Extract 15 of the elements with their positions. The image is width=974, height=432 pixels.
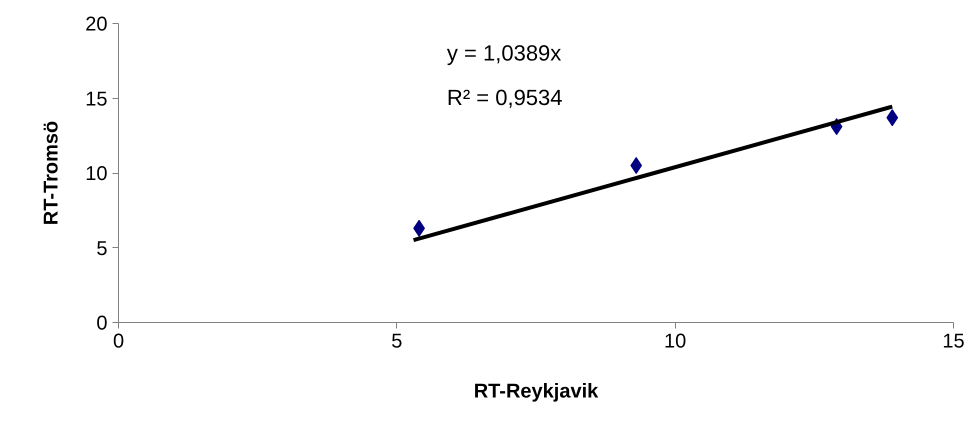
x-tick-label: 15 xyxy=(942,330,965,352)
x-tick-label: 0 xyxy=(112,330,124,352)
point xyxy=(630,157,642,174)
x-tick-label: 10 xyxy=(664,330,686,352)
y-tick-label: 0 xyxy=(96,312,108,334)
y-axis-title: RT-Tromsö xyxy=(40,120,62,226)
x-tick-label: 5 xyxy=(391,330,402,352)
x-axis-title: RT-Reykjavik xyxy=(474,380,600,402)
y-tick-label: 5 xyxy=(96,238,108,260)
y-tick-label: 10 xyxy=(85,163,108,185)
y-tick-label: 15 xyxy=(85,88,108,110)
annotation: y = 1,0389x xyxy=(446,40,562,66)
point xyxy=(886,109,898,126)
y-tick-label: 20 xyxy=(85,14,108,36)
annotation: R² = 0,9534 xyxy=(446,85,563,110)
